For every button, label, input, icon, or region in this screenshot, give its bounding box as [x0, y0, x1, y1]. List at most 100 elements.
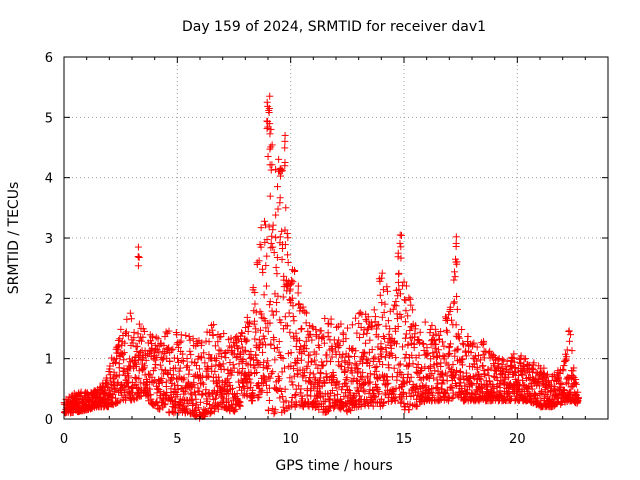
data-point [152, 345, 160, 353]
data-point [258, 386, 266, 394]
data-point [406, 334, 414, 342]
x-axis-label: GPS time / hours [275, 458, 392, 474]
data-point [279, 293, 287, 301]
data-point [341, 367, 349, 375]
data-point [423, 351, 431, 359]
data-point [134, 262, 142, 270]
data-point [383, 283, 391, 291]
data-point [298, 324, 306, 332]
data-point [251, 317, 259, 325]
data-point [178, 356, 186, 364]
data-point [520, 355, 528, 363]
data-point [257, 388, 265, 396]
data-point [212, 390, 220, 398]
data-point [282, 397, 290, 405]
data-point [125, 372, 133, 380]
data-point [281, 364, 289, 372]
data-point [512, 368, 520, 376]
data-point [117, 380, 125, 388]
data-point [294, 289, 302, 297]
data-point [131, 373, 139, 381]
data-point [129, 339, 137, 347]
data-point [413, 402, 421, 410]
data-point [402, 351, 410, 359]
data-point [372, 367, 380, 375]
data-point [278, 227, 286, 235]
data-point [190, 373, 198, 381]
data-point [195, 387, 203, 395]
data-point [382, 348, 390, 356]
data-point [302, 319, 310, 327]
data-point [385, 330, 393, 338]
data-point [180, 387, 188, 395]
data-point [565, 337, 573, 345]
data-point [238, 343, 246, 351]
data-point [169, 345, 177, 353]
data-point [247, 361, 255, 369]
data-point [401, 354, 409, 362]
data-point [174, 358, 182, 366]
data-point [281, 131, 289, 139]
data-point [205, 401, 213, 409]
data-point [263, 388, 271, 396]
data-point [211, 342, 219, 350]
data-point [251, 300, 259, 308]
data-point [366, 336, 374, 344]
data-point [558, 380, 566, 388]
data-point [299, 303, 307, 311]
data-point [197, 398, 205, 406]
data-point [175, 367, 183, 375]
data-point [388, 351, 396, 359]
data-point [132, 381, 140, 389]
data-point [355, 392, 363, 400]
data-point [120, 349, 128, 357]
data-point [572, 375, 580, 383]
data-point [378, 313, 386, 321]
data-point [512, 392, 520, 400]
data-point [177, 331, 185, 339]
data-point [370, 394, 378, 402]
data-point [398, 395, 406, 403]
data-point [269, 243, 277, 251]
data-point [544, 370, 552, 378]
data-point [313, 394, 321, 402]
data-point [455, 374, 463, 382]
data-point [277, 388, 285, 396]
data-point [364, 356, 372, 364]
data-point [177, 337, 185, 345]
data-point [260, 358, 268, 366]
data-point [185, 370, 193, 378]
data-point [364, 313, 372, 321]
data-point [266, 130, 274, 138]
data-point [343, 374, 351, 382]
data-point [369, 402, 377, 410]
data-point [339, 330, 347, 338]
data-point [517, 352, 525, 360]
data-point [278, 255, 286, 263]
data-point [537, 387, 545, 395]
data-point [397, 243, 405, 251]
data-point [223, 382, 231, 390]
data-point [199, 380, 207, 388]
data-point [229, 361, 237, 369]
data-point [266, 145, 274, 153]
data-point [497, 392, 505, 400]
data-point [574, 393, 582, 401]
data-point [152, 360, 160, 368]
data-point [252, 351, 260, 359]
data-point [416, 339, 424, 347]
data-point [330, 392, 338, 400]
data-point [194, 404, 202, 412]
data-point [482, 381, 490, 389]
data-point [310, 398, 318, 406]
data-point [155, 375, 163, 383]
data-point [250, 392, 258, 400]
data-point [282, 204, 290, 212]
data-point [277, 319, 285, 327]
data-point [289, 312, 297, 320]
data-point [563, 353, 571, 361]
data-point [186, 347, 194, 355]
data-point [152, 333, 160, 341]
data-point [450, 276, 458, 284]
data-point [452, 371, 460, 379]
